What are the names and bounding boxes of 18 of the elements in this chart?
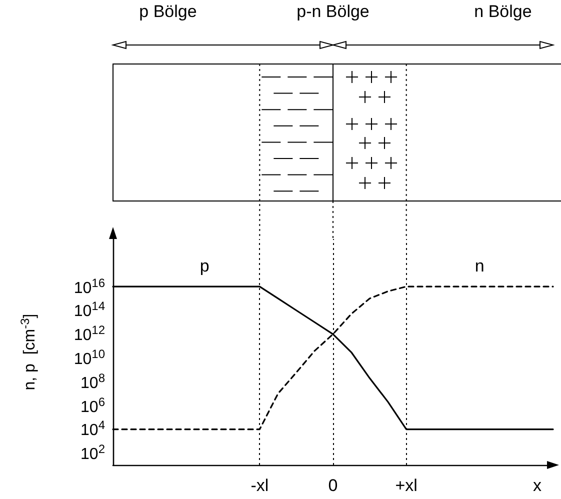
y-tick-label: 10$^{8}$ [80, 370, 105, 392]
y-tick-label: 10$^{14}$ [74, 299, 105, 321]
y-tick-label: 10$^{12}$ [74, 322, 105, 344]
x-tick-label: -xl [250, 476, 269, 495]
y-tick-label: 10$^{4}$ [80, 418, 105, 440]
text: p Bölge [139, 2, 197, 22]
series-label: n [474, 256, 484, 276]
y-tick-label: 10$^{10}$ [74, 346, 105, 368]
x-tick-label: 0 [328, 476, 338, 495]
x-axis-title: x [533, 476, 542, 495]
y-tick-label: 10$^{6}$ [80, 394, 105, 416]
y-tick-label: 10$^{16}$ [74, 275, 105, 297]
y-tick-label: 10$^{2}$ [80, 442, 105, 464]
y-axis-title: n, p [cm-3] [18, 314, 38, 390]
text: p-n Bölge [296, 2, 370, 22]
text: n Bölge [474, 2, 532, 22]
series-label: p [200, 256, 210, 276]
x-tick-label: +xl [395, 476, 418, 495]
